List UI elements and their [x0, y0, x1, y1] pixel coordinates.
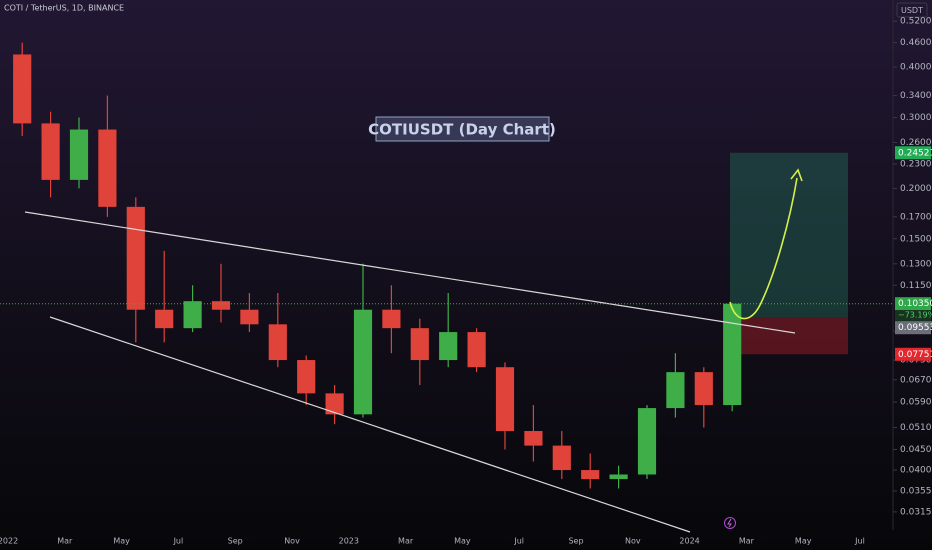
candle-body	[524, 431, 543, 446]
event-bolt	[727, 518, 732, 528]
candle-body	[410, 328, 429, 361]
candle-body	[467, 332, 486, 368]
candle-body	[13, 54, 32, 124]
candle-body	[581, 470, 600, 480]
event-icon[interactable]	[724, 517, 736, 529]
stop-tag: 0.07751	[898, 350, 932, 360]
x-tick-label: Mar	[398, 537, 414, 546]
x-tick-label: Mar	[739, 537, 755, 546]
candle-body	[155, 309, 174, 329]
candle-body	[666, 372, 685, 409]
upper-trendline	[24, 211, 796, 334]
entry-tag: 0.09553	[898, 323, 932, 333]
x-tick-label: 2022	[0, 537, 18, 546]
profit-zone	[730, 152, 848, 318]
x-tick-label: Jul	[854, 537, 865, 546]
y-tick-label: 0.03150	[900, 507, 932, 517]
projection-arrow	[729, 177, 798, 320]
candle-body	[126, 206, 145, 310]
candle-body	[98, 129, 117, 207]
last-price-tag-bg	[895, 297, 931, 311]
candle-body	[211, 301, 231, 310]
x-tick-label: May	[454, 537, 471, 546]
candle-body	[552, 445, 571, 471]
candle-body	[694, 372, 713, 406]
candle-body	[495, 367, 515, 432]
candle-body	[325, 393, 344, 415]
annotation-box	[375, 116, 550, 142]
candle-body	[723, 303, 742, 406]
currency: USDT	[901, 6, 923, 15]
candle-body	[439, 332, 458, 361]
change: −73.19%	[898, 311, 932, 320]
last-price-tag: 0.10350	[898, 299, 932, 309]
x-tick-label: 2023	[339, 537, 359, 546]
x-tick-label: May	[795, 537, 812, 546]
arrow-head	[790, 168, 803, 182]
lower-trendline	[49, 316, 691, 533]
candle-body	[69, 129, 89, 180]
x-tick-label: Nov	[625, 537, 641, 546]
candle-body	[297, 360, 316, 394]
candle-body	[637, 408, 657, 475]
loss-zone	[730, 317, 848, 355]
x-tick-label: Mar	[57, 537, 73, 546]
x-tick-label: May	[113, 537, 130, 546]
x-tick-label: Nov	[284, 537, 300, 546]
stop-tag-bg	[895, 347, 931, 361]
chart-title: COTI / TetherUS, 1D, BINANCE	[4, 4, 124, 13]
x-tick-label: Jul	[173, 537, 184, 546]
x-tick-label: Jul	[513, 537, 524, 546]
x-tick-label: Sep	[228, 537, 243, 546]
target-tag-bg	[895, 146, 931, 160]
x-tick-label: 2024	[679, 537, 699, 546]
candle-body	[240, 309, 259, 325]
candle-body	[609, 474, 628, 480]
candle-body	[183, 301, 202, 329]
candle-body	[353, 309, 373, 415]
candle-body	[382, 309, 401, 329]
candle-body	[41, 123, 60, 180]
annotation: COTIUSDT (Day Chart)	[368, 121, 556, 139]
entry-tag-bg	[895, 321, 931, 335]
x-tick-label: Sep	[568, 537, 583, 546]
currency-box[interactable]	[896, 2, 928, 18]
target-tag: 0.24521	[898, 148, 932, 158]
candle-body	[268, 324, 287, 361]
